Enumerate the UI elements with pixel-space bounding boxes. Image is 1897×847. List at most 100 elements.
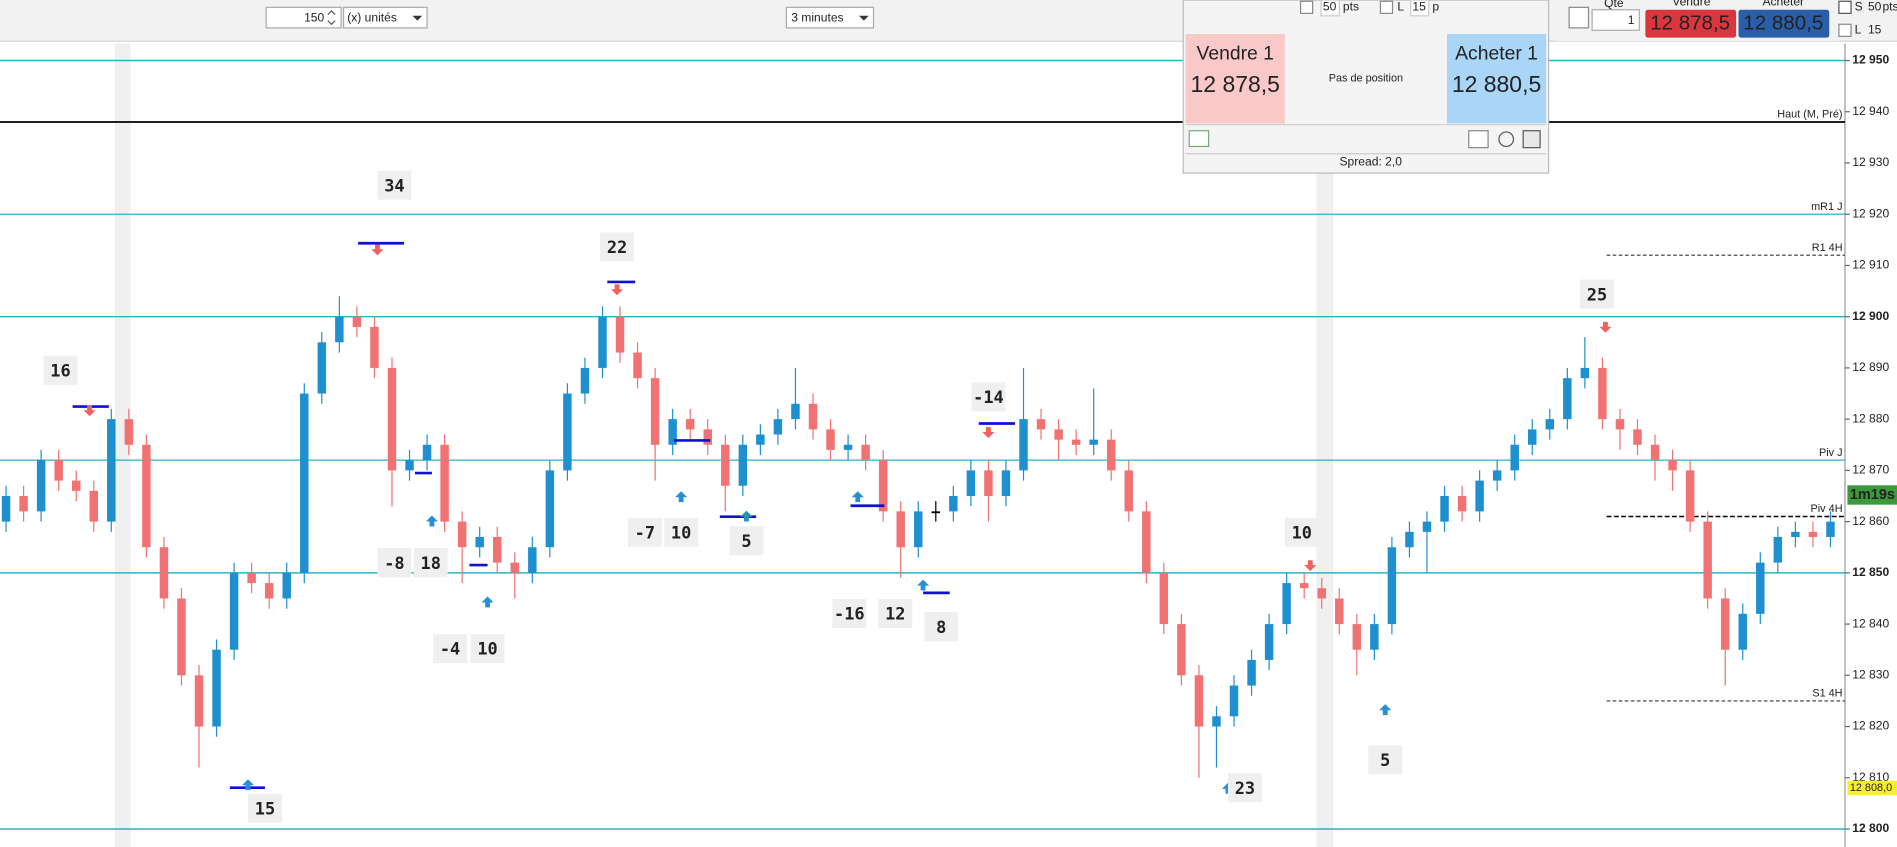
price-marker-label: 12 808,0 bbox=[1850, 782, 1892, 794]
quick-trade: Qté 1 Vendre Acheter 12 878,5 12 880,5 S… bbox=[1558, 0, 1897, 42]
option: pts bbox=[1343, 0, 1359, 14]
checkbox[interactable] bbox=[1838, 0, 1852, 14]
tool-button[interactable] bbox=[1568, 6, 1590, 29]
annotation: 23 bbox=[1235, 778, 1255, 798]
annotation: 8 bbox=[936, 617, 946, 637]
candle-body bbox=[1089, 439, 1098, 445]
sell-arrow bbox=[1599, 321, 1612, 333]
candle-body bbox=[826, 429, 835, 450]
candle-body bbox=[808, 403, 818, 430]
option: pts bbox=[1882, 0, 1897, 14]
candle-body bbox=[387, 367, 397, 471]
chart-icon[interactable] bbox=[1468, 130, 1489, 149]
y-tick-label: 12 840 bbox=[1852, 616, 1889, 630]
candle-body bbox=[791, 403, 800, 420]
candle-body bbox=[1019, 419, 1028, 471]
sell-arrow bbox=[610, 284, 624, 296]
candle-body bbox=[194, 675, 204, 727]
unit-select[interactable] bbox=[342, 6, 428, 29]
annotation-box bbox=[43, 355, 78, 385]
annotation-box bbox=[1580, 279, 1614, 309]
candle-body bbox=[71, 480, 81, 491]
candle-body bbox=[19, 495, 28, 512]
option: p bbox=[1432, 0, 1439, 14]
candle-body bbox=[1159, 572, 1169, 625]
candle-body bbox=[1475, 480, 1484, 512]
candle-body bbox=[124, 419, 134, 445]
sell-arrow bbox=[982, 427, 995, 439]
candle-body bbox=[493, 536, 502, 563]
buy-arrow bbox=[481, 596, 494, 608]
candle-body bbox=[650, 378, 660, 445]
sell-button[interactable] bbox=[1185, 33, 1285, 124]
y-tick-label: 12 830 bbox=[1852, 667, 1889, 681]
candle-body bbox=[1282, 583, 1291, 625]
candle-body bbox=[914, 511, 923, 548]
sell-button[interactable] bbox=[1645, 9, 1737, 38]
y-tick-label: 12 920 bbox=[1852, 206, 1889, 220]
annotation-box bbox=[627, 517, 662, 547]
candle-body bbox=[1510, 444, 1519, 471]
candle-body bbox=[1335, 598, 1344, 625]
candle-body bbox=[685, 419, 695, 430]
annotation-box bbox=[377, 548, 412, 578]
option: 15 bbox=[1412, 0, 1426, 14]
candle-body bbox=[843, 444, 853, 450]
candle-body bbox=[1, 495, 11, 522]
y-tick-label: 12 810 bbox=[1852, 770, 1889, 784]
level-label: S1 4H bbox=[1812, 688, 1842, 700]
candle-body bbox=[422, 444, 432, 461]
tools-icon[interactable] bbox=[1522, 130, 1541, 149]
qty-input[interactable] bbox=[1591, 9, 1640, 31]
candle-body bbox=[1685, 470, 1695, 522]
candle-body bbox=[615, 316, 625, 353]
candle-body bbox=[1405, 531, 1414, 548]
pts-input[interactable] bbox=[1320, 0, 1340, 17]
level-label: Piv 4H bbox=[1811, 503, 1843, 515]
annotation-box bbox=[924, 612, 959, 642]
checkbox[interactable] bbox=[1299, 0, 1314, 14]
annotation: 10 bbox=[477, 639, 497, 659]
settings-icon[interactable] bbox=[1498, 131, 1515, 148]
candle-body bbox=[861, 444, 870, 461]
buy-button[interactable] bbox=[1446, 33, 1547, 124]
buy-arrow bbox=[675, 491, 688, 503]
candle-body bbox=[440, 444, 449, 522]
period-input[interactable] bbox=[265, 6, 342, 29]
buy-arrow bbox=[1379, 704, 1392, 716]
candle-body bbox=[931, 511, 941, 514]
sell-price: 12 878,5 bbox=[1650, 12, 1730, 35]
candle-body bbox=[1247, 659, 1256, 686]
candle-body bbox=[896, 511, 905, 548]
period-unit: (x) unités bbox=[347, 10, 397, 24]
candle-body bbox=[159, 547, 169, 599]
dropdown-arrow bbox=[858, 15, 869, 21]
annotation-box bbox=[433, 634, 467, 664]
annotation: 12 bbox=[885, 604, 905, 624]
sell-label: Vendre bbox=[1672, 0, 1711, 9]
spinner[interactable] bbox=[327, 10, 336, 26]
annotation-box bbox=[413, 548, 448, 578]
timer: 1m19s bbox=[1850, 487, 1895, 503]
timeframe-select[interactable] bbox=[785, 6, 875, 29]
sell-label: Vendre 1 bbox=[1197, 43, 1274, 65]
candle-body bbox=[668, 419, 677, 445]
candle-body bbox=[89, 490, 98, 522]
annotation: 5 bbox=[1380, 750, 1390, 770]
session-band bbox=[114, 43, 131, 847]
checkbox[interactable] bbox=[1838, 23, 1852, 37]
grid-icon[interactable] bbox=[1188, 130, 1210, 148]
option: 50 bbox=[1868, 0, 1882, 14]
option: L bbox=[1397, 0, 1404, 14]
candle-body bbox=[738, 444, 748, 486]
session-band bbox=[1316, 43, 1334, 847]
candle-body bbox=[405, 460, 414, 471]
annotation: -8 bbox=[384, 553, 404, 573]
pts-input[interactable] bbox=[1410, 0, 1430, 17]
buy-label: Acheter 1 bbox=[1455, 43, 1538, 65]
annotation: 22 bbox=[607, 237, 627, 257]
buy-button[interactable] bbox=[1738, 9, 1830, 38]
candle-body bbox=[335, 316, 344, 343]
option: L bbox=[1855, 22, 1862, 36]
checkbox[interactable] bbox=[1379, 0, 1394, 14]
